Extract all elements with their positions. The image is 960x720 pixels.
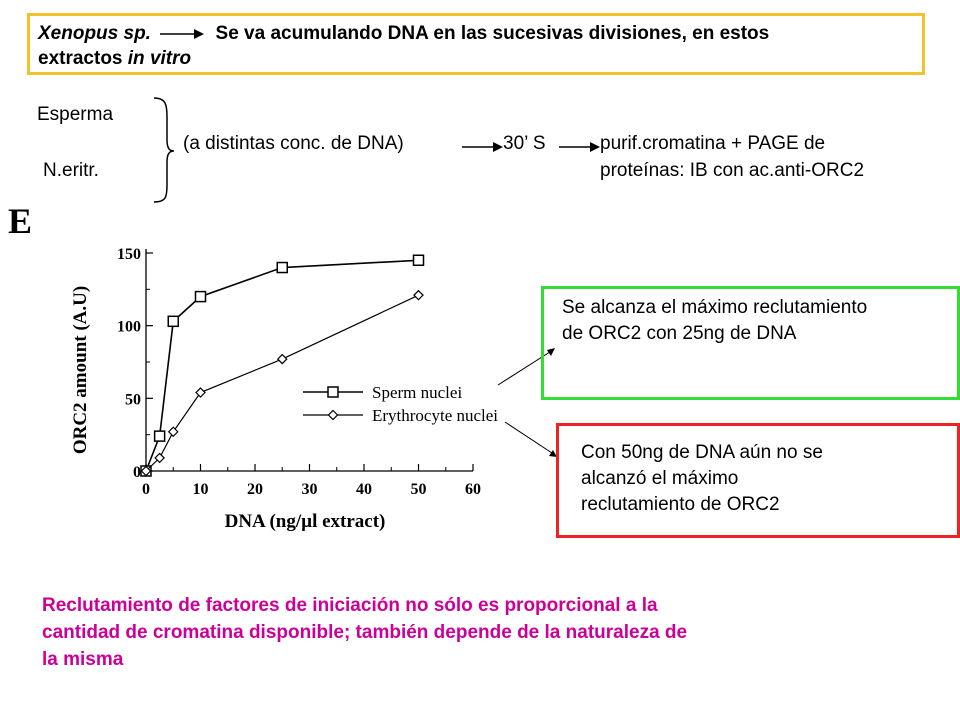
note-line: Con 50ng de DNA aún no se bbox=[581, 442, 823, 463]
y-tick-label: 0 bbox=[133, 464, 141, 481]
title-line-1: Xenopus sp. Se va acumulando DNA en las … bbox=[38, 21, 914, 46]
x-tick-label: 0 bbox=[142, 481, 150, 498]
square-marker bbox=[412, 254, 425, 267]
incubation-step: 30’ S bbox=[503, 133, 546, 154]
y-tick-label: 50 bbox=[125, 391, 141, 408]
x-tick-label: 50 bbox=[411, 481, 427, 498]
pointer-arrowhead bbox=[549, 450, 557, 457]
diamond-marker bbox=[276, 353, 288, 365]
conclusion-text: Reclutamiento de factores de iniciación … bbox=[42, 592, 862, 673]
title-box: Xenopus sp. Se va acumulando DNA en las … bbox=[27, 13, 925, 75]
note-line: de ORC2 con 25ng de DNA bbox=[562, 323, 797, 344]
diamond-marker bbox=[413, 289, 424, 301]
diamond-marker bbox=[327, 409, 339, 421]
right-arrow-icon bbox=[462, 142, 503, 152]
note-line: reclutamiento de ORC2 bbox=[581, 494, 780, 515]
dna-concentration-label: (a distintas conc. de DNA) bbox=[183, 133, 404, 154]
diamond-marker bbox=[154, 452, 165, 464]
source-sperm: Esperma bbox=[37, 104, 114, 125]
readout-line-1: purif.cromatina + PAGE de bbox=[600, 133, 826, 154]
source-erythrocyte: N.eritr. bbox=[43, 160, 99, 181]
pointer-arrowhead bbox=[547, 348, 555, 356]
not-saturated-note: Con 50ng de DNA aún no se alcanzó el máx… bbox=[556, 423, 960, 538]
y-tick-label: 100 bbox=[117, 319, 141, 336]
chart-axes bbox=[145, 249, 473, 472]
in-vitro-text: in vitro bbox=[127, 48, 192, 69]
y-tick-label: 150 bbox=[117, 246, 141, 263]
conclusion-line: cantidad de cromatina disponible; tambié… bbox=[42, 622, 688, 643]
chart-legend: Sperm nuclei Erythrocyte nuclei bbox=[303, 383, 498, 425]
max-recruitment-note: Se alcanza el máximo reclutamiento de OR… bbox=[541, 286, 960, 400]
chart-series bbox=[140, 254, 425, 477]
diamond-marker bbox=[167, 426, 179, 438]
x-tick-label: 40 bbox=[356, 481, 372, 498]
x-tick-label: 60 bbox=[465, 481, 481, 498]
readout-line-2: proteínas: IB con ac.anti-ORC2 bbox=[600, 160, 865, 181]
brace-icon bbox=[153, 97, 175, 203]
square-marker bbox=[153, 430, 166, 442]
pointer-to-red-note bbox=[504, 421, 556, 456]
legend-label: Erythrocyte nuclei bbox=[372, 406, 498, 425]
note-line: alcanzó el máximo bbox=[581, 468, 739, 489]
title-statement: Se va acumulando DNA en las sucesivas di… bbox=[215, 23, 770, 44]
x-tick-label: 10 bbox=[193, 481, 209, 498]
conclusion-line: la misma bbox=[42, 649, 124, 670]
square-marker bbox=[194, 290, 207, 303]
note-line: Se alcanza el máximo reclutamiento bbox=[562, 297, 868, 318]
square-marker bbox=[167, 315, 179, 328]
square-marker bbox=[327, 386, 339, 398]
y-axis-label: ORC2 amount (A.U) bbox=[70, 286, 91, 454]
chart-ticks: 0 10 20 30 40 50 60 0 50 100 150 bbox=[117, 246, 481, 498]
square-marker bbox=[276, 261, 288, 274]
x-tick-label: 20 bbox=[247, 481, 263, 498]
conclusion-line: Reclutamiento de factores de iniciación … bbox=[42, 595, 658, 616]
title-line-2: extractos in vitro bbox=[38, 46, 914, 71]
title-line-2-prefix: extractos bbox=[38, 48, 128, 69]
right-arrow-icon bbox=[559, 142, 600, 152]
organism-name: Xenopus sp. bbox=[38, 23, 151, 44]
panel-label: E bbox=[8, 201, 33, 241]
x-axis-label: DNA (ng/µl extract) bbox=[225, 511, 386, 532]
orc2-chart: 0 10 20 30 40 50 60 0 50 100 150 Sperm nuclei Eryth… bbox=[70, 246, 498, 532]
sperm-series-line bbox=[145, 259, 419, 472]
legend-label: Sperm nuclei bbox=[372, 383, 462, 402]
right-arrow-icon bbox=[160, 28, 205, 39]
diamond-marker bbox=[140, 465, 152, 477]
x-tick-label: 30 bbox=[302, 481, 318, 498]
diamond-marker bbox=[195, 387, 206, 398]
